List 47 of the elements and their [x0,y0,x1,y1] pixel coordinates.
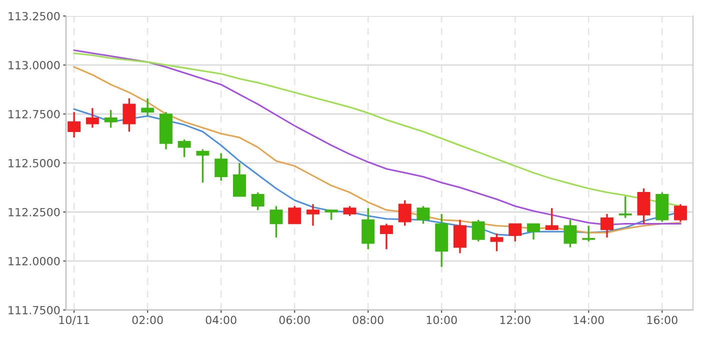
candlestick [288,205,302,225]
candlestick [398,199,412,227]
candlestick [68,111,81,138]
candlestick [306,203,320,227]
candlestick [416,205,430,225]
candlestick [141,97,154,117]
candlestick [122,97,136,132]
x-tick-label: 08:00 [352,316,384,324]
x-tick-label: 02:00 [132,316,163,324]
candlestick [490,232,504,252]
y-tick-label: 112.7500 [8,110,60,118]
candlestick [232,162,246,198]
y-tick-label: 113.2500 [8,12,60,20]
y-tick-label: 111.7500 [8,306,60,314]
x-tick-label: 12:00 [500,316,530,324]
x-tick-label: 10/11 [59,316,90,326]
candlestick [674,203,687,223]
candlestick [508,222,522,242]
candlestick [178,138,191,158]
candlestick [454,219,466,254]
x-tick-label: 06:00 [279,316,310,324]
candlestick [637,188,650,225]
y-tick-label: 112.0000 [8,256,60,266]
candlestick [324,209,338,221]
candlestick [472,219,485,242]
candlestick [343,205,356,217]
candlestick [564,219,577,248]
candlestick [270,205,283,238]
y-tick-label: 112.2500 [8,208,60,216]
candlestick [104,109,118,129]
x-tick-label: 04:00 [206,316,236,324]
candlestick [86,107,99,129]
candlestick [600,213,614,238]
candlestick [545,207,558,230]
candlestick [362,207,375,250]
candlestick [618,195,632,219]
candlestick [214,152,228,182]
x-tick-label: 14:00 [574,316,604,324]
y-tick-label: 113.0000 [8,60,60,70]
x-tick-label: 10:00 [426,316,457,324]
candlestick [380,222,393,250]
candlestick [527,222,540,240]
candlestick [251,192,264,211]
candlestick [196,148,210,184]
candlestick [582,224,596,242]
y-tick-label: 112.5000 [8,158,60,168]
x-tick-label: 16:00 [647,316,678,324]
